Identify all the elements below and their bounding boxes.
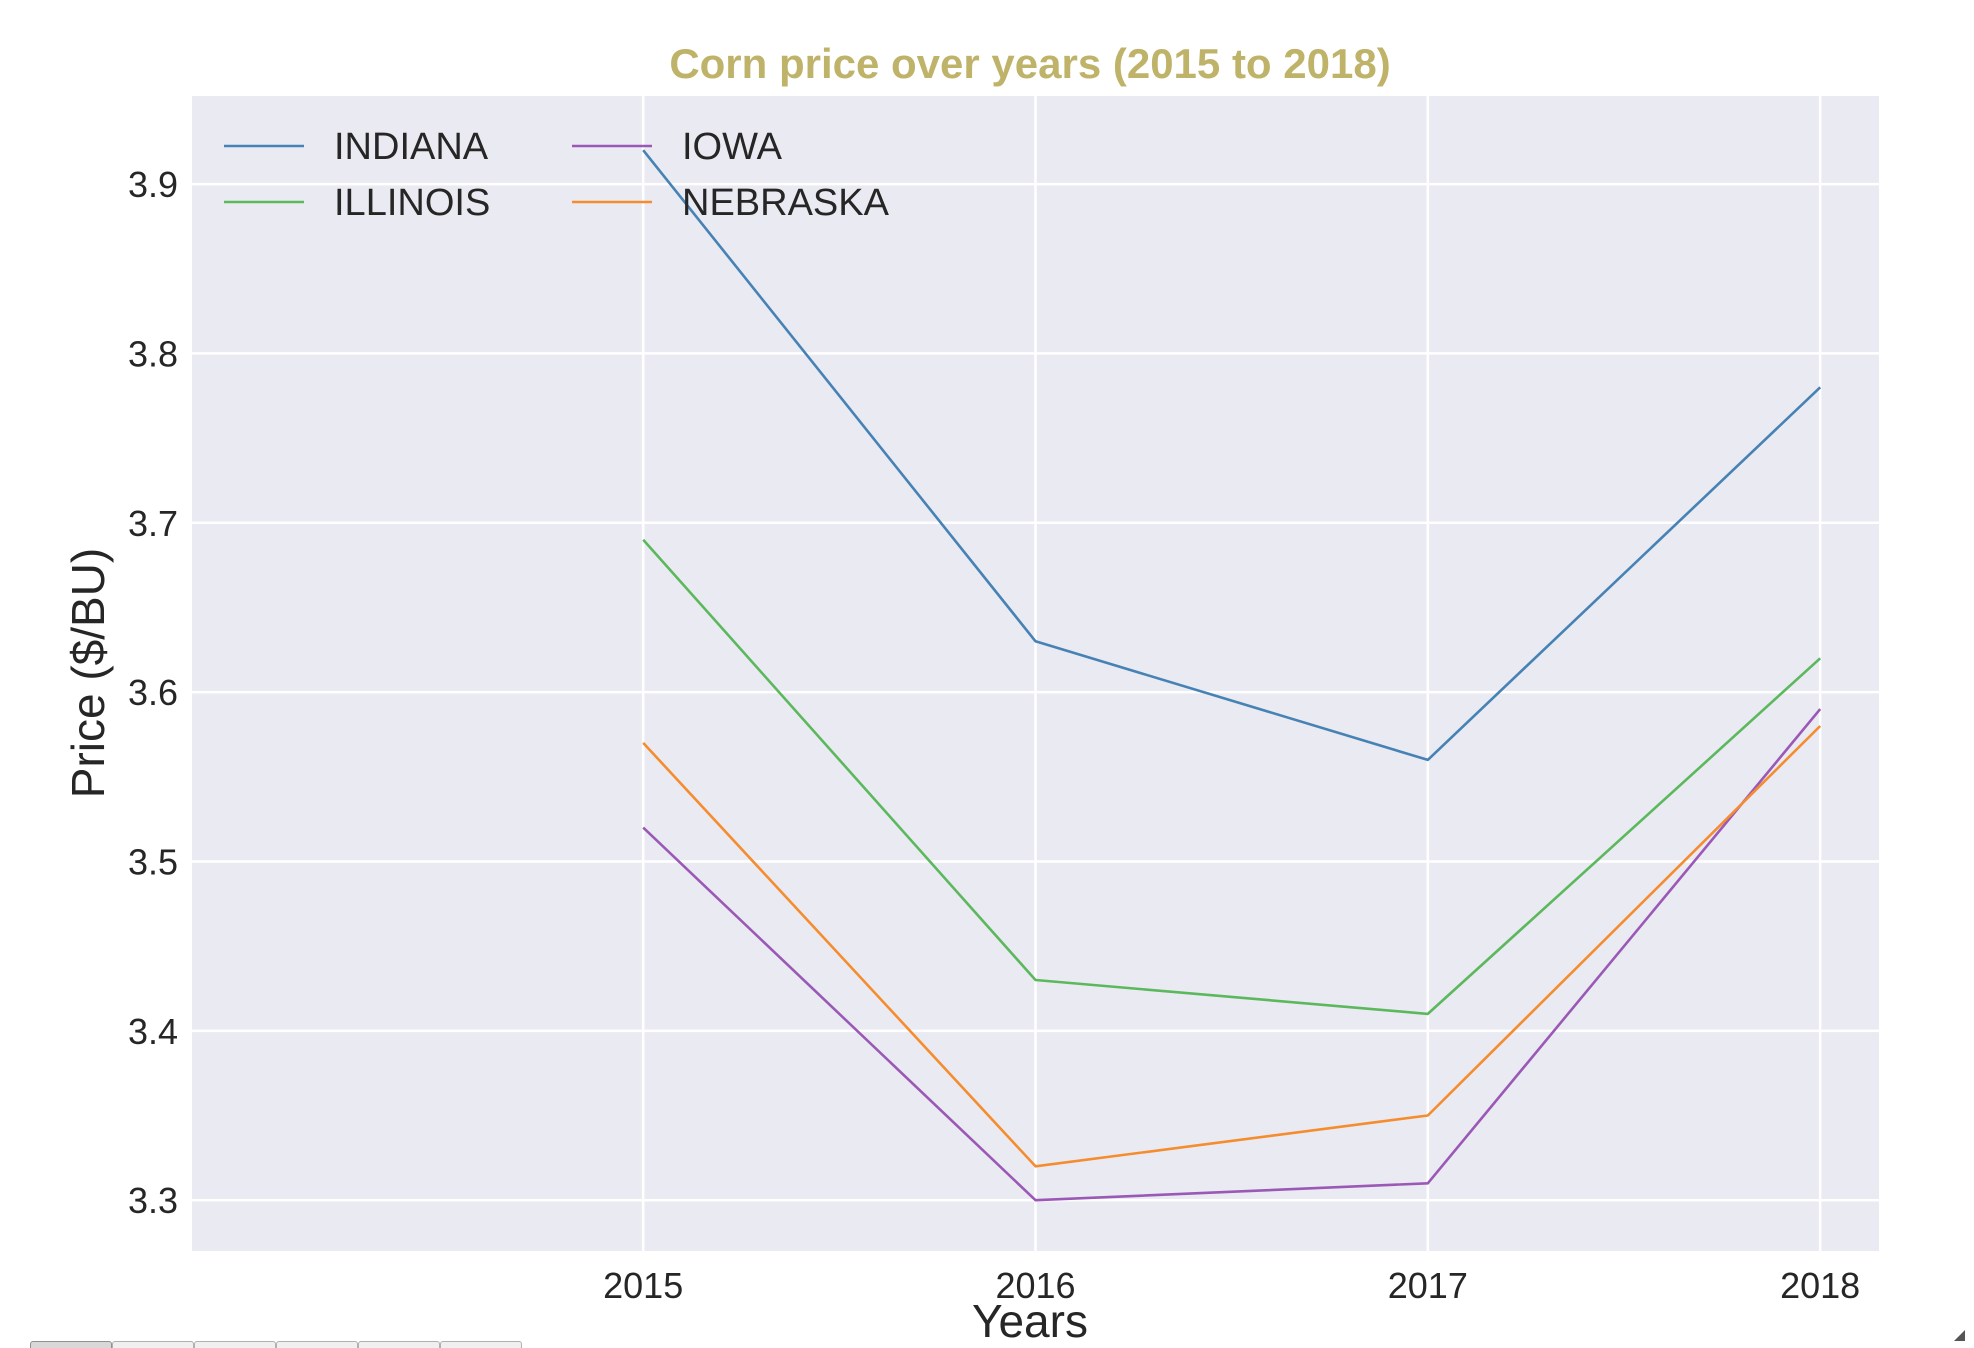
y-tick-label: 3.5 xyxy=(128,841,178,882)
y-tick-labels: 3.3 3.4 3.5 3.6 3.7 3.8 3.9 xyxy=(128,164,178,1221)
legend-label: INDIANA xyxy=(334,126,489,168)
toolbar xyxy=(30,1341,522,1348)
legend: INDIANA IOWA ILLINOIS NEBRASKA xyxy=(224,126,890,224)
toolbar-button[interactable] xyxy=(276,1341,358,1348)
toolbar-button[interactable] xyxy=(112,1341,194,1348)
toolbar-button[interactable] xyxy=(30,1341,112,1348)
series-line-iowa xyxy=(642,708,1822,1202)
x-tick-label: 2016 xyxy=(995,1265,1075,1306)
chart-title: Corn price over years (2015 to 2018) xyxy=(669,40,1390,87)
y-axis-label: Price ($/BU) xyxy=(62,548,114,798)
legend-label: ILLINOIS xyxy=(334,182,490,224)
resize-grip-icon[interactable] xyxy=(1952,1328,1966,1342)
y-tick-label: 3.8 xyxy=(128,333,178,374)
series-lines xyxy=(642,149,1822,1202)
toolbar-button[interactable] xyxy=(440,1341,522,1348)
y-tick-label: 3.4 xyxy=(128,1011,178,1052)
y-tick-label: 3.7 xyxy=(128,503,178,544)
x-tick-label: 2018 xyxy=(1780,1265,1860,1306)
grid xyxy=(192,96,1879,1251)
series-line-illinois xyxy=(642,538,1822,1016)
y-tick-label: 3.6 xyxy=(128,672,178,713)
toolbar-button[interactable] xyxy=(358,1341,440,1348)
y-tick-label: 3.3 xyxy=(128,1180,178,1221)
x-tick-label: 2017 xyxy=(1388,1265,1468,1306)
toolbar-button[interactable] xyxy=(194,1341,276,1348)
x-axis-label: Years xyxy=(972,1295,1088,1347)
x-tick-labels: 2015 2016 2017 2018 xyxy=(603,1265,1860,1306)
legend-label: IOWA xyxy=(682,126,783,168)
y-tick-label: 3.9 xyxy=(128,164,178,205)
series-line-indiana xyxy=(642,149,1822,762)
legend-label: NEBRASKA xyxy=(682,182,890,224)
series-line-nebraska xyxy=(642,725,1822,1168)
x-tick-label: 2015 xyxy=(603,1265,683,1306)
